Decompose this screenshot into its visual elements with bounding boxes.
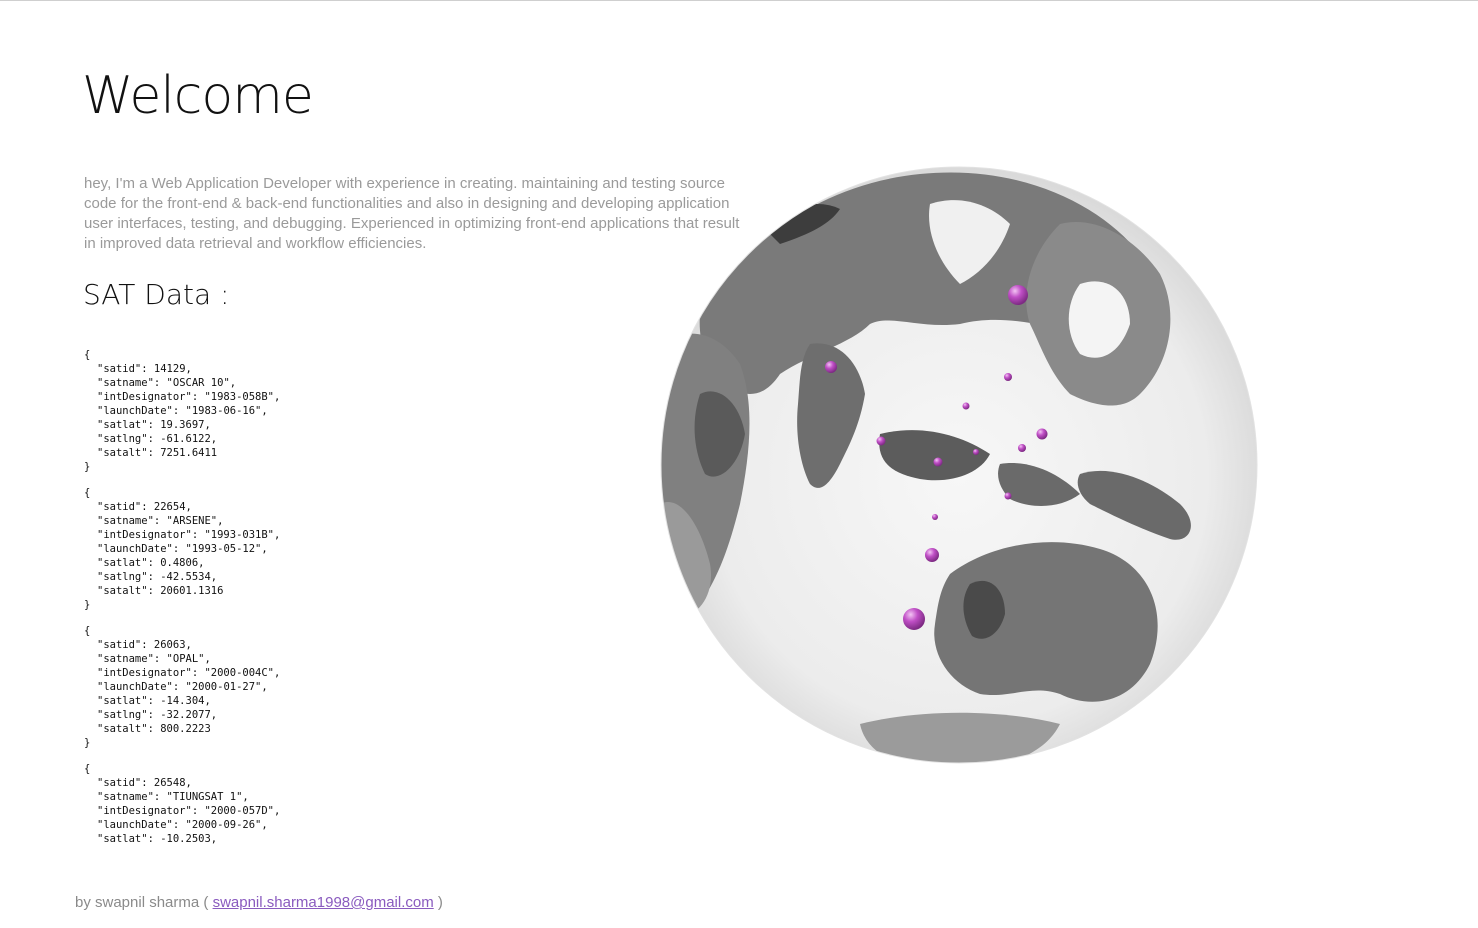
sat-record: {"satid": 26548, "satname": "TIUNGSAT 1",… xyxy=(84,763,281,845)
satellite-marker[interactable] xyxy=(933,457,943,467)
satellite-marker[interactable] xyxy=(973,449,979,455)
footer-suffix: ) xyxy=(437,894,443,911)
satellite-marker[interactable] xyxy=(1036,428,1048,440)
satellite-marker[interactable] xyxy=(903,608,925,630)
satellite-marker[interactable] xyxy=(1018,444,1026,452)
satellite-marker[interactable] xyxy=(1004,492,1012,500)
sat-data-list[interactable]: {"satid": 14129, "satname": "OSCAR 10", "i… xyxy=(84,348,444,848)
footer-prefix: by swapnil sharma ( xyxy=(75,894,209,911)
satellite-marker[interactable] xyxy=(932,514,938,520)
sat-record: {"satid": 26063, "satname": "OPAL", "intDe… xyxy=(84,625,281,749)
sat-data-heading: SAT Data : xyxy=(83,278,230,311)
intro-paragraph: hey, I'm a Web Application Developer wit… xyxy=(84,175,740,252)
top-divider xyxy=(0,0,1478,1)
satellite-marker[interactable] xyxy=(876,436,886,446)
satellite-markers xyxy=(825,285,1048,630)
page-title: Welcome xyxy=(82,66,314,126)
email-link[interactable]: swapnil.sharma1998@gmail.com xyxy=(212,894,434,911)
footer: by swapnil sharma ( swapnil.sharma1998@g… xyxy=(75,894,443,911)
satellite-marker[interactable] xyxy=(962,402,970,410)
sat-record: {"satid": 22654, "satname": "ARSENE", "int… xyxy=(84,487,281,611)
globe-landmasses xyxy=(661,172,1191,763)
satellite-marker[interactable] xyxy=(925,548,939,562)
globe-icon[interactable] xyxy=(660,164,1260,766)
satellite-marker[interactable] xyxy=(825,361,837,373)
satellite-marker[interactable] xyxy=(1004,373,1012,381)
sat-record: {"satid": 14129, "satname": "OSCAR 10", "i… xyxy=(84,349,281,473)
satellite-marker[interactable] xyxy=(1008,285,1028,305)
globe-canvas[interactable] xyxy=(660,164,1260,766)
